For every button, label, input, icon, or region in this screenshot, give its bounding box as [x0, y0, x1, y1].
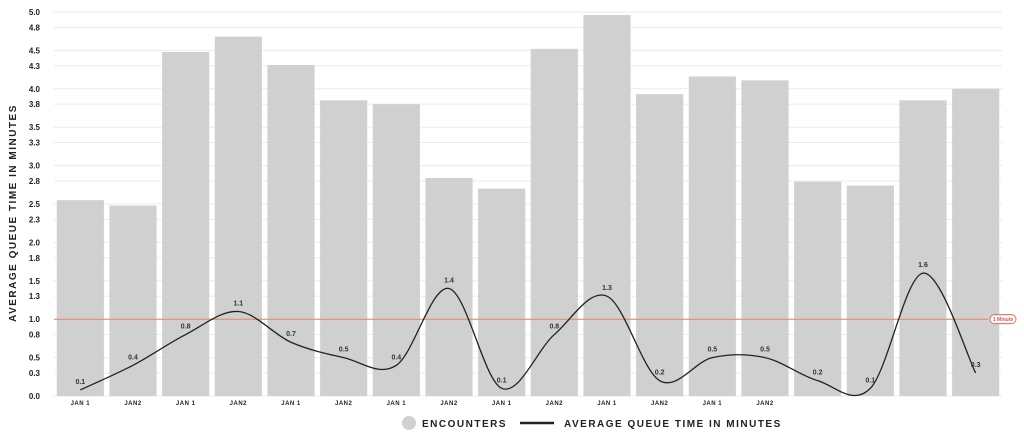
y-tick-label: 0.5 — [29, 354, 41, 363]
legend-encounters-swatch — [402, 416, 416, 430]
reference-line-badge — [989, 314, 1017, 325]
x-tick-label: JAN2 — [335, 401, 353, 407]
y-tick-label: 2.8 — [29, 177, 41, 186]
y-tick-label: 5.0 — [29, 8, 41, 17]
bar — [741, 80, 789, 397]
y-tick-label: 0.3 — [29, 369, 41, 378]
y-tick-label: 1.5 — [29, 277, 41, 286]
x-tick-label: JAN2 — [230, 401, 248, 407]
y-tick-label: 1.3 — [29, 292, 41, 301]
y-tick-label: 4.5 — [29, 46, 41, 55]
line-data-label: 1.4 — [444, 277, 454, 284]
line-data-label: 0.7 — [286, 331, 296, 338]
x-axis-ticks: JAN 1 JAN2 JAN 1 JAN2 JAN 1 JAN2 JAN 1 JAN2 JAN … — [71, 401, 774, 407]
y-tick-label: 2.0 — [29, 238, 41, 247]
bar — [478, 188, 526, 396]
y-tick-label: 1.8 — [29, 254, 41, 263]
bar — [583, 15, 631, 397]
y-tick-label: 3.8 — [29, 100, 41, 109]
line-data-label: 0.1 — [865, 377, 875, 384]
y-tick-label: 4.3 — [29, 62, 41, 71]
y-tick-label: 3.3 — [29, 139, 41, 148]
bar — [372, 104, 420, 396]
x-tick-label: JAN 1 — [387, 401, 407, 407]
y-tick-label: 3.0 — [29, 162, 41, 171]
bar — [109, 205, 157, 396]
bar — [530, 48, 578, 396]
bar-series — [56, 15, 1000, 397]
y-tick-label: 3.5 — [29, 123, 41, 132]
bar — [952, 88, 1000, 397]
x-tick-label: JAN 1 — [281, 401, 301, 407]
legend: ENCOUNTERS AVERAGE QUEUE TIME IN MINUTES — [402, 416, 782, 430]
line-data-label: 0.8 — [549, 324, 559, 331]
y-tick-label: 0.8 — [29, 331, 41, 340]
x-tick-label: JAN2 — [546, 401, 564, 407]
bar — [846, 185, 894, 396]
reference-line-group: 1 Minute — [54, 314, 1017, 325]
line-data-label: 0.5 — [707, 347, 717, 354]
line-data-label: 0.3 — [971, 362, 981, 369]
y-tick-label: 4.8 — [29, 23, 41, 32]
bar — [688, 76, 736, 397]
y-tick-label: 2.3 — [29, 215, 41, 224]
line-data-label: 0.5 — [339, 347, 349, 354]
x-tick-label: JAN2 — [651, 401, 669, 407]
legend-queue-time-label: AVERAGE QUEUE TIME IN MINUTES — [564, 419, 782, 430]
bar — [320, 100, 368, 396]
x-tick-label: JAN 1 — [176, 401, 196, 407]
line-data-label: 1.6 — [918, 262, 928, 269]
bar — [899, 100, 947, 396]
legend-encounters-label: ENCOUNTERS — [422, 419, 507, 430]
y-axis-label: AVERAGE QUEUE TIME IN MINUTES — [8, 104, 19, 322]
line-data-label: 0.4 — [128, 354, 138, 361]
x-tick-label: JAN 1 — [71, 401, 91, 407]
y-tick-label: 4.0 — [29, 85, 41, 94]
gridlines — [54, 11, 1002, 397]
x-tick-label: JAN 1 — [703, 401, 723, 407]
x-tick-label: JAN2 — [440, 401, 458, 407]
line-data-label: 0.2 — [813, 370, 823, 377]
x-tick-label: JAN2 — [756, 401, 774, 407]
y-axis-ticks: 0.0 0.3 0.5 0.8 1.0 1.3 1.5 1.8 2.0 2.3 2.5 2.8 3.0 3… — [29, 8, 41, 401]
y-tick-label: 1.0 — [29, 315, 41, 324]
line-data-label: 0.1 — [75, 379, 85, 386]
bar — [425, 177, 473, 396]
line-data-label: 0.1 — [497, 377, 507, 384]
line-series — [80, 272, 977, 397]
line-data-label: 1.1 — [233, 301, 243, 308]
bar — [794, 181, 842, 396]
line-data-label: 0.8 — [181, 324, 191, 331]
x-tick-label: JAN 1 — [597, 401, 617, 407]
queue-time-line — [80, 272, 977, 397]
bar — [56, 200, 104, 396]
y-tick-label: 2.5 — [29, 200, 41, 209]
bar — [636, 94, 684, 397]
bar — [267, 64, 315, 396]
bar — [162, 51, 210, 396]
line-data-label: 0.5 — [760, 347, 770, 354]
line-data-label: 0.2 — [655, 370, 665, 377]
x-tick-label: JAN 1 — [492, 401, 512, 407]
y-tick-label: 0.0 — [29, 392, 41, 401]
line-data-label: 1.3 — [602, 285, 612, 292]
data-labels: 0.1 0.4 0.8 1.1 0.7 0.5 0.4 1.4 0.1 0.8 1.3 0.2 0.5 0… — [75, 262, 980, 386]
x-tick-label: JAN2 — [124, 401, 142, 407]
reference-line-label: 1 Minute — [993, 317, 1013, 323]
bar — [214, 36, 262, 397]
line-data-label: 0.4 — [391, 354, 401, 361]
